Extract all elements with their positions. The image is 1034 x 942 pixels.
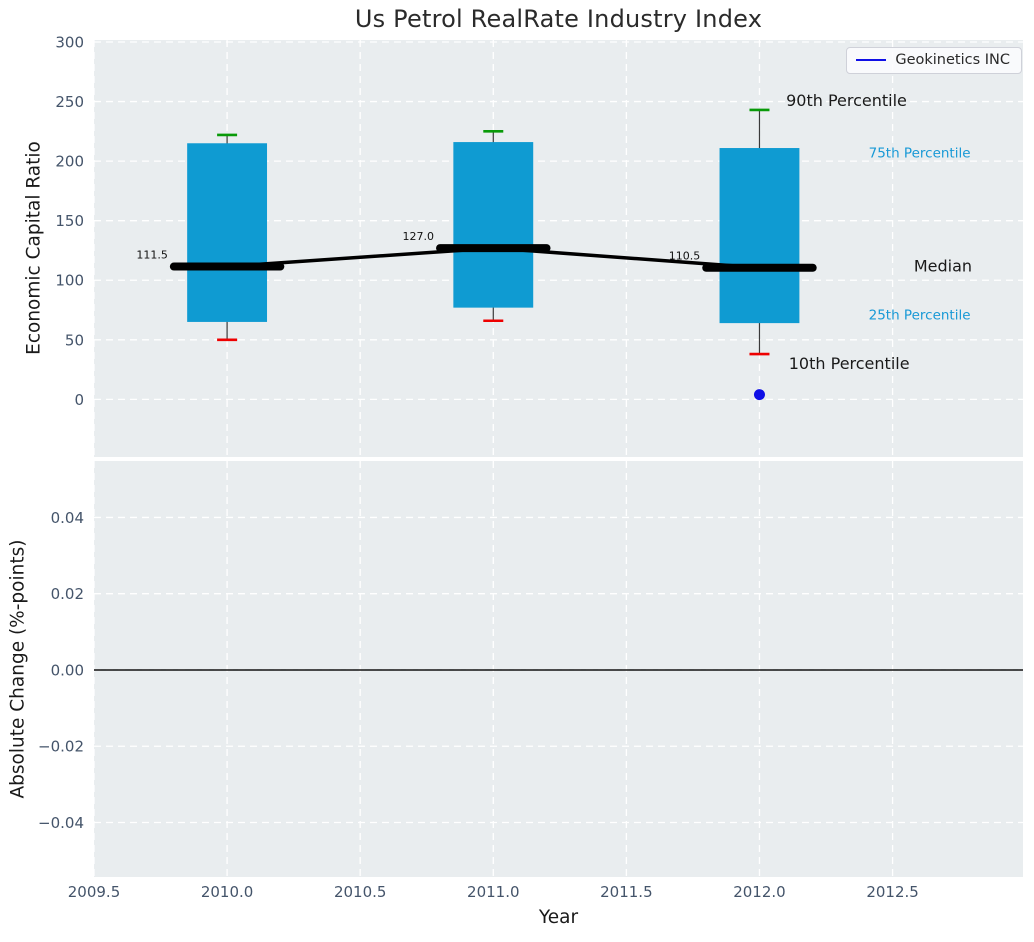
y-tick-label: 200 — [55, 153, 84, 171]
box — [453, 142, 534, 308]
x-tick-label: 2011.5 — [600, 883, 653, 901]
y-tick-label: 0.00 — [51, 661, 84, 679]
box — [719, 148, 800, 324]
chart-title: Us Petrol RealRate Industry Index — [354, 5, 763, 33]
y-tick-label: 300 — [55, 34, 84, 52]
x-tick-label: 2011.0 — [467, 883, 520, 901]
y-tick-label: 0.04 — [51, 509, 84, 527]
y-tick-label: −0.02 — [38, 738, 84, 756]
y-tick-label: 0 — [74, 391, 84, 409]
plot-background — [94, 461, 1023, 877]
x-axis-label: Year — [538, 907, 579, 928]
y-tick-label: 250 — [55, 93, 84, 111]
company-point — [753, 389, 765, 401]
x-tick-label: 2010.5 — [334, 883, 387, 901]
legend-label: Geokinetics INC — [895, 52, 1010, 68]
annotation-25th-percentile: 25th Percentile — [869, 308, 971, 324]
annotation-90th-percentile: 90th Percentile — [786, 91, 907, 110]
legend: Geokinetics INC — [846, 47, 1022, 74]
annotation-75th-percentile: 75th Percentile — [869, 146, 971, 162]
y-tick-label: 50 — [65, 331, 84, 349]
x-tick-label: 2012.0 — [733, 883, 786, 901]
annotation-10th-percentile: 10th Percentile — [789, 354, 910, 373]
bottom-axes-ylabel: Absolute Change (%-points) — [7, 539, 29, 799]
top-axes-ylabel: Economic Capital Ratio — [23, 141, 45, 355]
annotation-median: Median — [914, 257, 972, 276]
median-value-label: 110.5 — [669, 250, 701, 263]
x-tick-label: 2010.0 — [201, 883, 254, 901]
box — [187, 143, 268, 322]
y-tick-label: 150 — [55, 212, 84, 230]
y-tick-label: −0.04 — [38, 814, 84, 832]
median-value-label: 127.0 — [403, 230, 435, 243]
x-tick-label: 2009.5 — [68, 883, 121, 901]
median-value-label: 111.5 — [136, 249, 168, 262]
legend-line-swatch — [856, 59, 887, 61]
x-tick-label: 2012.5 — [866, 883, 919, 901]
y-tick-label: 100 — [55, 272, 84, 290]
y-tick-label: 0.02 — [51, 585, 84, 603]
